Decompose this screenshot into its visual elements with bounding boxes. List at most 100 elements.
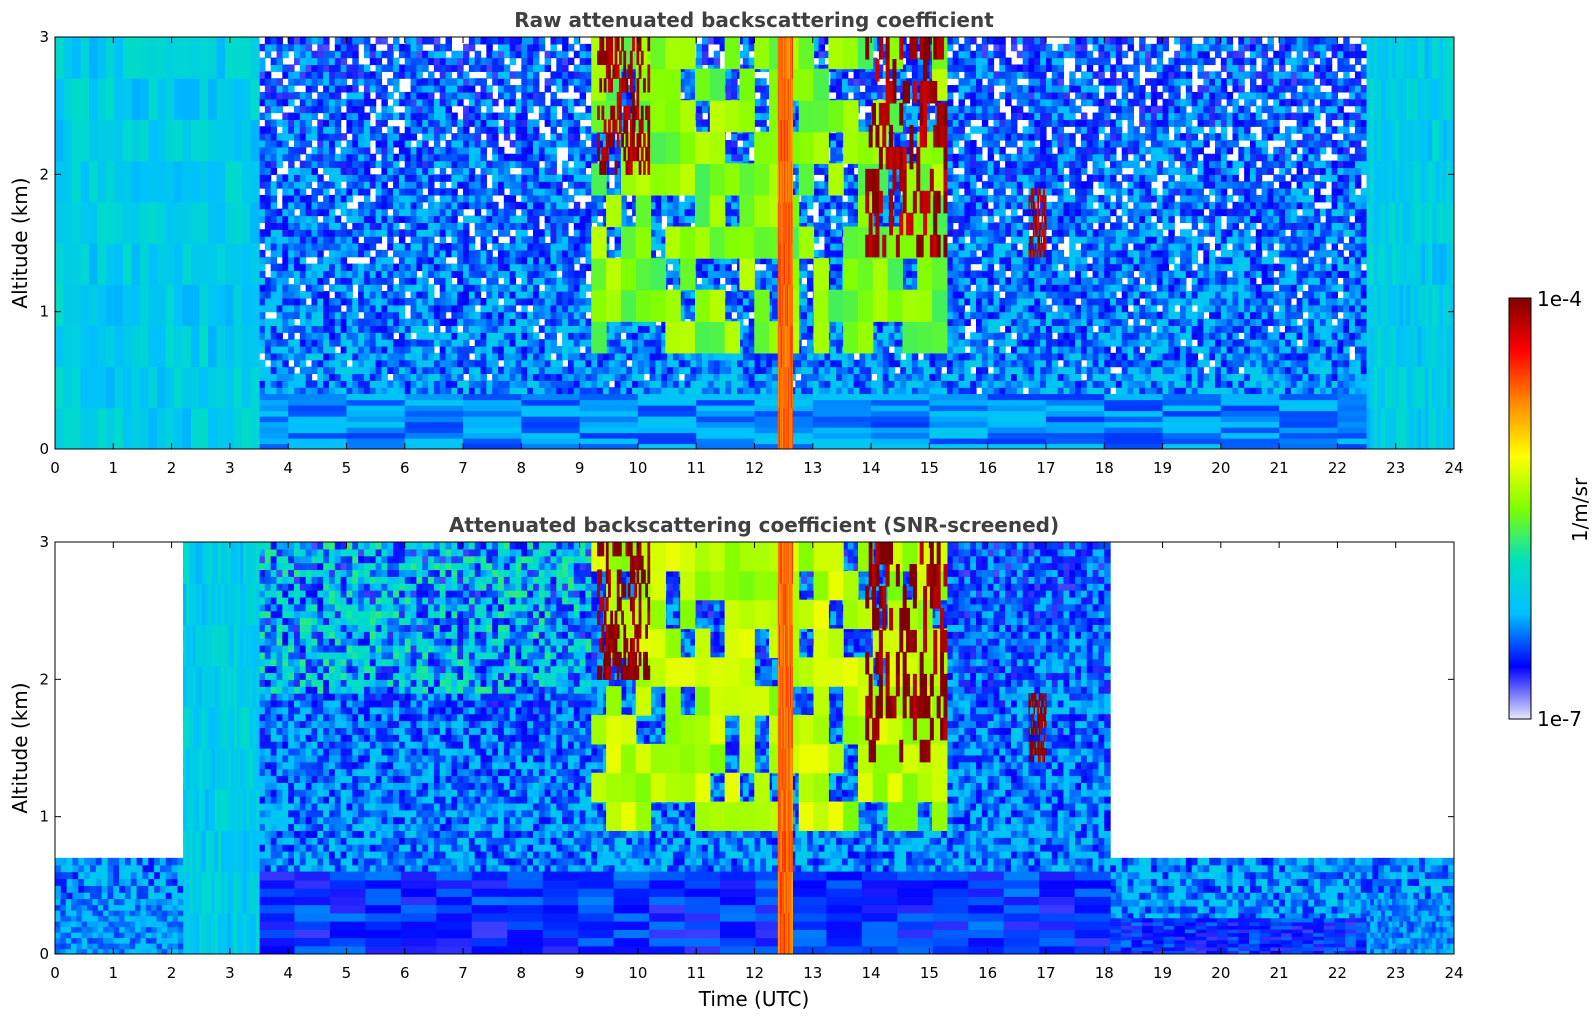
heatmap-cell bbox=[381, 201, 388, 210]
heatmap-cell bbox=[445, 57, 452, 66]
heatmap-cell bbox=[527, 325, 534, 333]
heatmap-cell bbox=[527, 359, 534, 368]
heatmap-cell bbox=[334, 222, 342, 230]
heatmap-cell bbox=[498, 167, 505, 175]
heatmap-cell bbox=[532, 174, 540, 182]
heatmap-cell bbox=[521, 126, 528, 134]
heatmap-cell bbox=[270, 325, 278, 333]
heatmap-cell bbox=[305, 208, 313, 217]
heatmap-cell bbox=[538, 105, 546, 114]
heatmap-cell bbox=[323, 311, 330, 320]
heatmap-cell bbox=[334, 332, 342, 340]
heatmap-cell bbox=[544, 304, 552, 313]
heatmap-cell bbox=[282, 91, 289, 100]
heatmap-cell bbox=[474, 387, 482, 395]
heatmap-cell bbox=[585, 85, 592, 93]
heatmap-cell bbox=[550, 98, 557, 107]
heatmap-cell bbox=[311, 311, 318, 320]
heatmap-cell bbox=[398, 236, 406, 244]
heatmap-cell bbox=[299, 249, 307, 258]
heatmap-cell bbox=[358, 201, 365, 210]
heatmap-cell bbox=[375, 222, 383, 230]
heatmap-cell bbox=[393, 140, 400, 148]
heatmap-cell bbox=[346, 181, 353, 189]
heatmap-cell bbox=[323, 236, 330, 244]
heatmap-cell bbox=[369, 291, 377, 299]
heatmap-cell bbox=[573, 346, 581, 354]
heatmap-cell bbox=[503, 174, 511, 182]
heatmap-cell bbox=[352, 325, 359, 333]
heatmap-cell bbox=[410, 91, 418, 100]
heatmap-cell bbox=[463, 352, 470, 361]
heatmap-cell bbox=[323, 332, 330, 340]
heatmap-cell bbox=[474, 201, 482, 210]
heatmap-cell bbox=[498, 43, 505, 52]
heatmap-cell bbox=[556, 380, 563, 388]
heatmap-cell bbox=[515, 181, 522, 189]
heatmap-cell bbox=[323, 91, 330, 100]
heatmap-cell bbox=[556, 366, 563, 375]
heatmap-cell bbox=[556, 263, 563, 272]
heatmap-cell bbox=[410, 346, 418, 354]
heatmap-cell bbox=[404, 194, 412, 203]
heatmap-cell bbox=[463, 229, 470, 237]
heatmap-cell bbox=[573, 78, 581, 86]
heatmap-cell bbox=[276, 270, 283, 278]
heatmap-cell bbox=[334, 359, 342, 368]
heatmap-cell bbox=[323, 270, 330, 278]
heatmap-cell bbox=[387, 146, 394, 155]
heatmap-cell bbox=[398, 332, 406, 340]
heatmap-cell bbox=[352, 78, 359, 86]
heatmap-cell bbox=[299, 91, 307, 100]
heatmap-cell bbox=[457, 201, 464, 210]
heatmap-cell bbox=[293, 352, 301, 361]
heatmap-cell bbox=[521, 208, 528, 217]
heatmap-cell bbox=[340, 222, 348, 230]
heatmap-cell bbox=[422, 297, 429, 306]
heatmap-cell bbox=[299, 339, 307, 347]
heatmap-cell bbox=[340, 263, 348, 272]
heatmap-cell bbox=[439, 346, 447, 354]
heatmap-cell bbox=[544, 311, 552, 320]
heatmap-cell bbox=[259, 359, 266, 368]
heatmap-cell bbox=[597, 366, 604, 375]
heatmap-cell bbox=[492, 311, 499, 320]
heatmap-cell bbox=[463, 270, 470, 278]
heatmap-cell bbox=[375, 325, 383, 333]
heatmap-cell bbox=[404, 346, 412, 354]
heatmap-cell bbox=[585, 71, 592, 79]
heatmap-cell bbox=[317, 140, 324, 148]
heatmap-cell bbox=[498, 229, 505, 237]
heatmap-cell bbox=[375, 249, 383, 258]
heatmap-cell bbox=[416, 236, 423, 244]
heatmap-cell bbox=[282, 222, 289, 230]
heatmap-cell bbox=[410, 318, 418, 326]
heatmap-cell bbox=[282, 318, 289, 326]
heatmap-cell bbox=[428, 270, 435, 278]
heatmap-cell bbox=[416, 352, 423, 361]
heatmap-cell bbox=[305, 133, 313, 141]
heatmap-cell bbox=[305, 366, 313, 375]
heatmap-cell bbox=[410, 78, 418, 86]
heatmap-cell bbox=[352, 359, 359, 368]
heatmap-cell bbox=[264, 160, 272, 169]
heatmap-cell bbox=[573, 249, 581, 258]
heatmap-cell bbox=[492, 297, 499, 306]
heatmap-cell bbox=[410, 215, 418, 223]
heatmap-cell bbox=[358, 284, 365, 292]
heatmap-cell bbox=[328, 229, 336, 237]
heatmap-cell bbox=[463, 325, 470, 333]
heatmap-cell bbox=[422, 222, 429, 230]
heatmap-cell bbox=[346, 126, 353, 134]
heatmap-cell bbox=[480, 201, 487, 210]
heatmap-cell bbox=[369, 174, 377, 182]
heatmap-cell bbox=[328, 153, 336, 162]
heatmap-cell bbox=[340, 229, 348, 237]
heatmap-cell bbox=[282, 380, 289, 388]
heatmap-cell bbox=[410, 339, 418, 347]
heatmap-cell bbox=[259, 325, 266, 333]
heatmap-cell bbox=[328, 208, 336, 217]
heatmap-cell bbox=[299, 208, 307, 217]
heatmap-cell bbox=[585, 256, 592, 265]
heatmap-cell bbox=[463, 222, 470, 230]
